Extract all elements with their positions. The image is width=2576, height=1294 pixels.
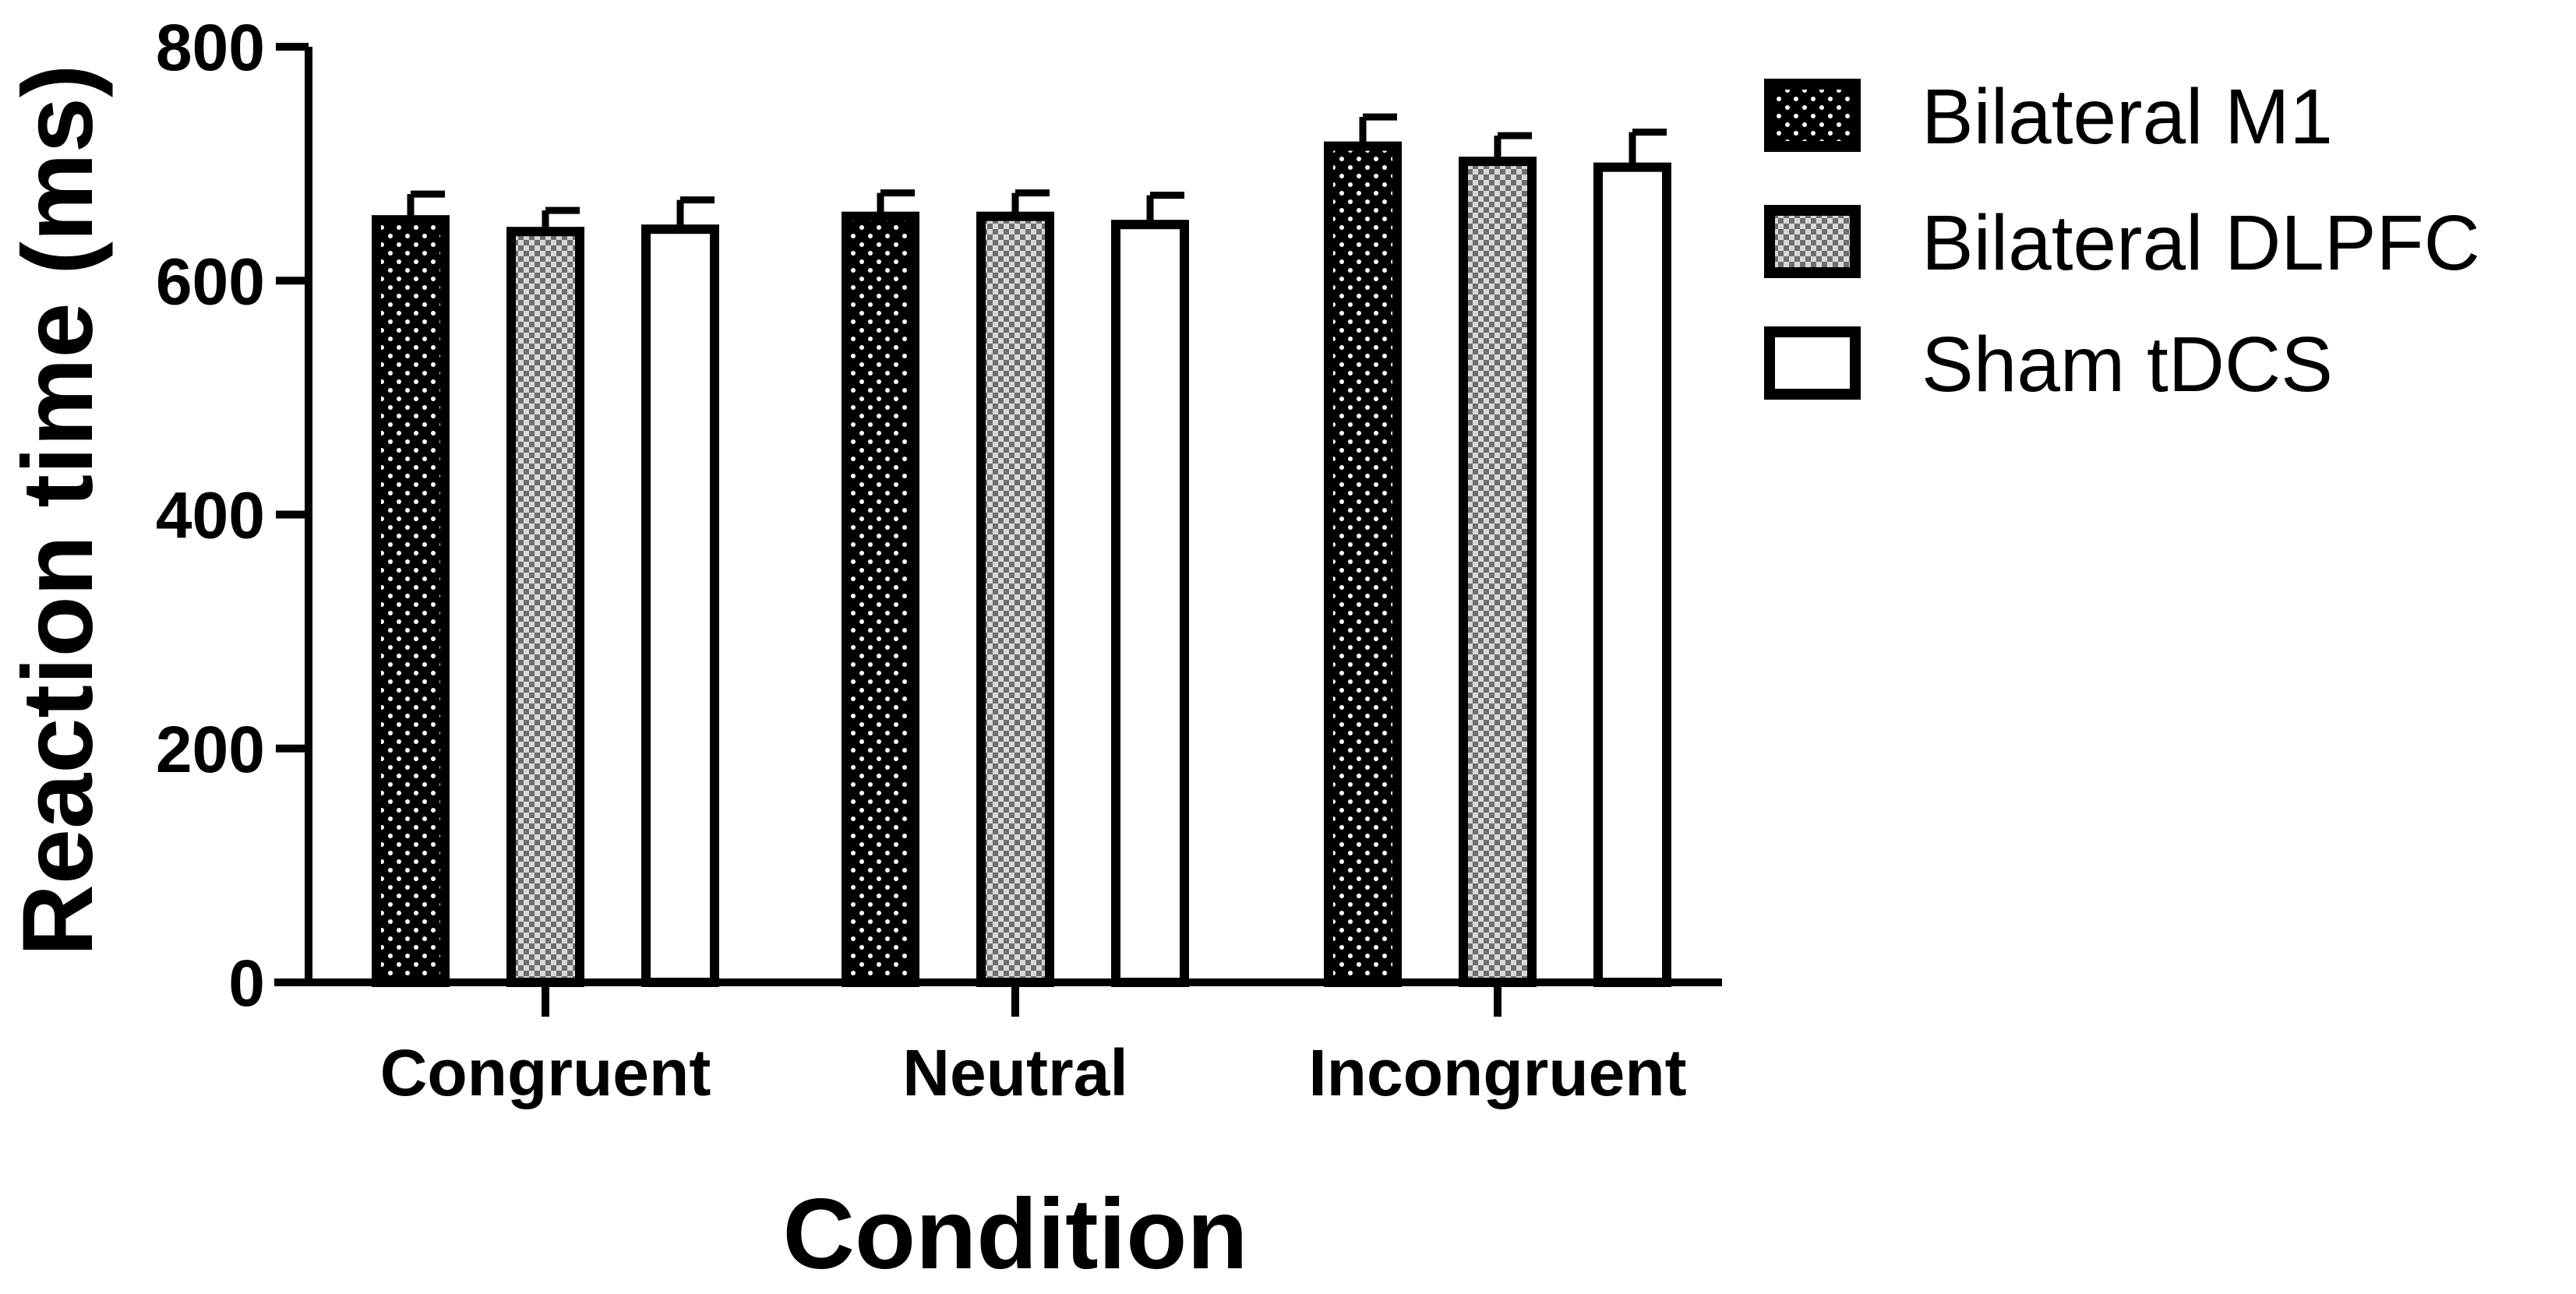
bar [1593, 162, 1671, 987]
bars [372, 113, 1671, 988]
y-tick-label: 400 [156, 479, 265, 552]
legend-swatch [1764, 205, 1861, 278]
x-tick-label: Neutral [902, 1036, 1127, 1109]
y-tick-label: 0 [228, 947, 265, 1020]
x-tick-label: Incongruent [1308, 1036, 1686, 1109]
y-tick-label: 200 [156, 713, 265, 786]
legend-swatch [1764, 326, 1861, 400]
bar [506, 227, 584, 987]
legend-label: Bilateral DLPFC [1921, 199, 2480, 287]
y-tick-label: 800 [156, 11, 265, 84]
x-axis-title: Condition [782, 1179, 1247, 1290]
legend-label: Sham tDCS [1921, 321, 2333, 408]
y-ticks: 0 200 400 600 800 [156, 11, 309, 1020]
bar [1111, 220, 1189, 987]
bar [976, 211, 1054, 987]
bar [372, 215, 450, 987]
legend-swatch [1764, 79, 1861, 152]
y-tick-label: 600 [156, 245, 265, 318]
bar [1324, 141, 1402, 988]
bar [842, 211, 919, 987]
bar [1459, 157, 1537, 987]
x-ticks: Congruent Neutral Incongruent [380, 982, 1687, 1109]
bar [641, 224, 719, 987]
x-tick-label: Congruent [380, 1036, 711, 1109]
legend: Bilateral M1 Bilateral DLPFC Sham tDCS [1764, 73, 2480, 408]
legend-label: Bilateral M1 [1921, 73, 2333, 160]
y-axis-title: Reaction time (ms) [2, 64, 114, 956]
